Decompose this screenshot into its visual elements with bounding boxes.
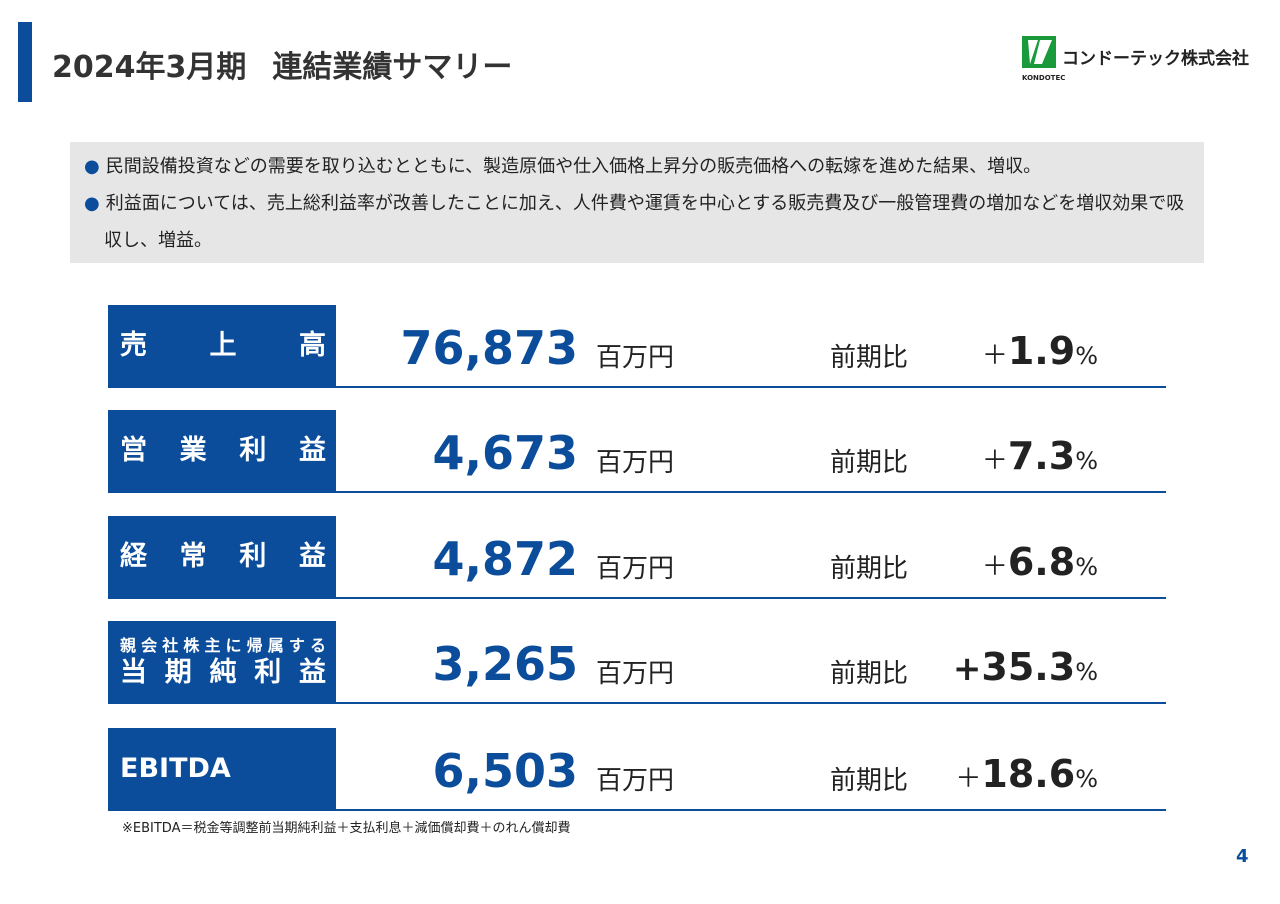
footnote: ※EBITDA＝税金等調整前当期純利益＋支払利息＋減価償却費＋のれん償却費 [122, 821, 571, 836]
bullet: ● 民間設備投資などの需要を取り込むとともに、製造原価や仕入価格上昇分の販売価格へ… [84, 156, 1042, 177]
row-label: 営業利益 [120, 434, 326, 466]
row-label-box: 経常利益 [108, 516, 336, 597]
result-row: 売上高 76,873 百万円 前期比 ＋1.9% [108, 305, 1166, 388]
result-row: EBITDA 6,503 百万円 前期比 ＋18.6% [108, 728, 1166, 811]
change-sign: ＋ [981, 446, 1008, 476]
change-sign: ＋ [981, 552, 1008, 582]
row-label: EBITDA [120, 752, 231, 784]
logo: KONDOTEC コンドーテック株式会社 [1022, 36, 1249, 82]
change-unit: % [1075, 447, 1098, 475]
result-row: 親会社株主に帰属する 当期純利益 3,265 百万円 前期比 +35.3% [108, 621, 1166, 704]
row-unit: 百万円 [596, 343, 675, 373]
change-value: 6.8 [1007, 540, 1076, 584]
row-label-box: EBITDA [108, 728, 336, 809]
row-label-small: 親会社株主に帰属する [120, 635, 326, 655]
row-value: 4,872 [432, 532, 578, 586]
change-unit: % [1075, 342, 1098, 370]
bullet-text: 利益面については、売上総利益率が改善したことに加え、人件費や運賃を中心とする販売… [104, 193, 1185, 251]
change-sign: ＋ [955, 764, 982, 794]
row-unit: 百万円 [596, 448, 675, 478]
row-change: ＋1.9% [982, 329, 1098, 373]
title-period: 2024年3月期 [52, 50, 247, 85]
row-value: 6,503 [432, 744, 578, 798]
row-label-box: 親会社株主に帰属する 当期純利益 [108, 621, 336, 702]
row-compare: 前期比 [830, 659, 909, 689]
row-unit: 百万円 [596, 554, 675, 584]
logo-text: コンドーテック株式会社 [1062, 48, 1249, 69]
row-label: 経常利益 [120, 540, 326, 572]
bullet-text: 民間設備投資などの需要を取り込むとともに、製造原価や仕入価格上昇分の販売価格への… [105, 156, 1042, 177]
change-sign: + [952, 649, 982, 689]
row-label: 当期純利益 [120, 656, 326, 688]
row-label: 売上高 [120, 329, 326, 361]
title-accent [18, 22, 32, 102]
change-value: 1.9 [1007, 329, 1076, 373]
row-label-box: 売上高 [108, 305, 336, 386]
row-value: 4,673 [432, 426, 578, 480]
change-sign: ＋ [981, 341, 1008, 371]
row-compare: 前期比 [830, 554, 909, 584]
summary-box: ● 民間設備投資などの需要を取り込むとともに、製造原価や仕入価格上昇分の販売価格へ… [70, 142, 1204, 263]
change-value: 18.6 [981, 752, 1076, 796]
row-change: +35.3% [953, 645, 1098, 689]
row-change: ＋6.8% [982, 540, 1098, 584]
row-value: 3,265 [432, 637, 578, 691]
row-unit: 百万円 [596, 766, 675, 796]
change-unit: % [1075, 553, 1098, 581]
result-row: 営業利益 4,673 百万円 前期比 ＋7.3% [108, 410, 1166, 493]
change-value: 35.3 [981, 645, 1076, 689]
row-label-box: 営業利益 [108, 410, 336, 491]
row-change: ＋18.6% [955, 752, 1098, 796]
result-row: 経常利益 4,872 百万円 前期比 ＋6.8% [108, 516, 1166, 599]
bullet: ● 利益面については、売上総利益率が改善したことに加え、人件費や運賃を中心とする販… [84, 193, 1185, 251]
change-unit: % [1075, 765, 1098, 793]
page-number: 4 [1236, 846, 1249, 867]
row-compare: 前期比 [830, 343, 909, 373]
row-change: ＋7.3% [982, 434, 1098, 478]
row-unit: 百万円 [596, 659, 675, 689]
row-compare: 前期比 [830, 448, 909, 478]
row-value: 76,873 [400, 321, 578, 375]
change-value: 7.3 [1007, 434, 1076, 478]
title-main: 連結業績サマリー [272, 50, 513, 85]
title: 2024年3月期 連結業績サマリー [52, 42, 512, 86]
change-unit: % [1075, 658, 1098, 686]
row-compare: 前期比 [830, 766, 909, 796]
logo-sub: KONDOTEC [1022, 74, 1065, 82]
